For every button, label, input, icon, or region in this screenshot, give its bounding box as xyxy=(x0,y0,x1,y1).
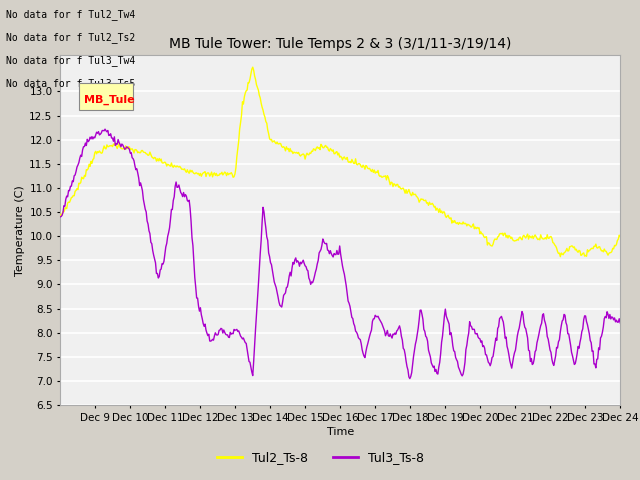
Y-axis label: Temperature (C): Temperature (C) xyxy=(15,185,25,276)
Title: MB Tule Tower: Tule Temps 2 & 3 (3/1/11-3/19/14): MB Tule Tower: Tule Temps 2 & 3 (3/1/11-… xyxy=(169,37,511,51)
Text: No data for f Tul2_Ts2: No data for f Tul2_Ts2 xyxy=(6,32,136,43)
Text: No data for f Tul3_Tw4: No data for f Tul3_Tw4 xyxy=(6,55,136,66)
Text: MB_Tule: MB_Tule xyxy=(84,94,135,105)
Text: No data for f Tul2_Tw4: No data for f Tul2_Tw4 xyxy=(6,9,136,20)
Text: No data for f Tul3_Ts5: No data for f Tul3_Ts5 xyxy=(6,78,136,89)
X-axis label: Time: Time xyxy=(326,427,354,437)
Legend: Tul2_Ts-8, Tul3_Ts-8: Tul2_Ts-8, Tul3_Ts-8 xyxy=(211,446,429,469)
